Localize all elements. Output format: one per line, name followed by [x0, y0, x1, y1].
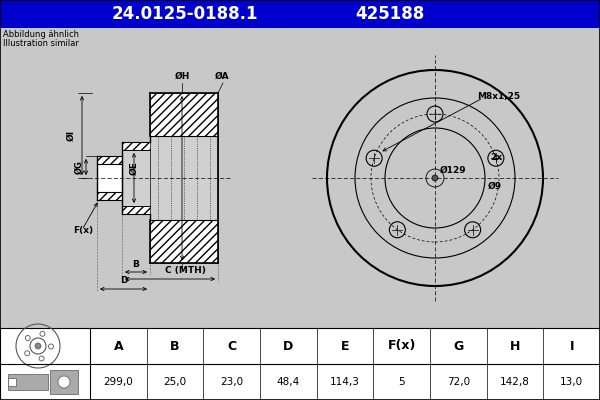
Text: F(x): F(x) — [73, 226, 93, 234]
Text: C: C — [227, 340, 236, 352]
Text: B: B — [170, 340, 180, 352]
Text: 299,0: 299,0 — [103, 377, 133, 387]
Bar — [150, 93, 218, 136]
Text: 72,0: 72,0 — [447, 377, 470, 387]
Bar — [8, 378, 16, 386]
Text: D: D — [120, 276, 127, 285]
Text: C (MTH): C (MTH) — [164, 266, 205, 275]
Text: M8x1,25: M8x1,25 — [477, 92, 520, 100]
Bar — [150, 220, 218, 263]
Text: 24.0125-0188.1: 24.0125-0188.1 — [112, 5, 258, 23]
Circle shape — [35, 343, 41, 349]
Text: Ø129: Ø129 — [440, 166, 467, 174]
Text: ØI: ØI — [67, 130, 76, 141]
Bar — [97, 156, 122, 164]
Bar — [0, 328, 600, 400]
Text: Illustration similar: Illustration similar — [3, 39, 79, 48]
Text: B: B — [133, 260, 139, 269]
Text: F(x): F(x) — [388, 340, 416, 352]
Bar — [122, 206, 150, 214]
Text: A: A — [113, 340, 123, 352]
Bar — [97, 192, 122, 200]
Text: 13,0: 13,0 — [560, 377, 583, 387]
Text: 114,3: 114,3 — [330, 377, 360, 387]
Bar — [97, 164, 122, 192]
Text: ØH: ØH — [175, 72, 190, 81]
Bar — [50, 370, 78, 394]
Bar — [150, 136, 218, 220]
Text: ØG: ØG — [75, 160, 84, 174]
Bar — [8, 374, 48, 390]
Circle shape — [58, 376, 70, 388]
Text: Ø9: Ø9 — [488, 182, 502, 190]
Text: 25,0: 25,0 — [163, 377, 187, 387]
Bar — [122, 142, 150, 150]
Text: H: H — [510, 340, 520, 352]
Bar — [122, 150, 150, 206]
Text: Abbildung ähnlich: Abbildung ähnlich — [3, 30, 79, 39]
Text: I: I — [569, 340, 574, 352]
Text: 2x: 2x — [490, 154, 502, 162]
Text: ØA: ØA — [215, 72, 229, 81]
Text: D: D — [283, 340, 293, 352]
Text: 425188: 425188 — [355, 5, 425, 23]
Text: 48,4: 48,4 — [277, 377, 300, 387]
Text: 142,8: 142,8 — [500, 377, 530, 387]
Text: E: E — [341, 340, 349, 352]
Circle shape — [325, 68, 545, 288]
Text: 23,0: 23,0 — [220, 377, 243, 387]
Bar — [0, 0, 600, 28]
Text: G: G — [453, 340, 463, 352]
Text: 5: 5 — [398, 377, 405, 387]
Circle shape — [432, 175, 438, 181]
Text: ØE: ØE — [130, 161, 139, 175]
